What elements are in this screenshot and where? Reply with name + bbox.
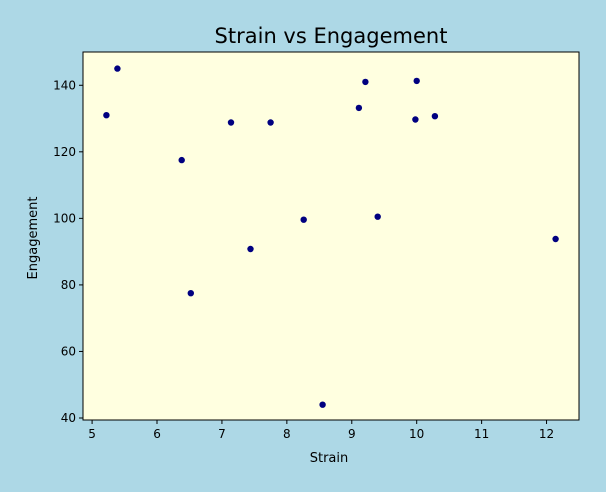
y-tick-label-1: 60 [61,344,76,358]
x-tick-label-1: 6 [153,427,161,441]
data-point-0 [103,112,110,119]
data-point-13 [413,77,420,85]
data-point-4 [227,119,235,126]
y-tick-label-3: 100 [53,211,76,225]
data-point-5 [247,245,254,253]
x-tick-label-7: 12 [539,427,554,441]
plot-frame [82,51,580,421]
y-tick-label-4: 120 [53,145,76,159]
x-tick-label-2: 7 [218,427,226,441]
chart-title: Strain vs Engagement [215,24,448,48]
y-tick-label-2: 80 [61,278,76,292]
data-point-1 [114,65,121,72]
plot-area [83,52,579,420]
x-axis-ticks: 5 6 7 8 9 10 11 12 [88,420,554,441]
data-point-12 [412,116,419,123]
data-point-8 [319,401,326,408]
data-point-15 [552,235,559,243]
data-point-9 [355,104,363,112]
y-tick-label-5: 140 [53,78,76,92]
x-tick-label-0: 5 [88,427,96,441]
data-point-11 [374,213,381,220]
x-tick-label-6: 11 [474,427,489,441]
data-point-6 [267,119,274,126]
y-axis-label: Engagement [26,197,41,280]
y-tick-label-0: 40 [61,411,76,425]
data-points [103,65,559,408]
y-axis-ticks: 40 60 80 100 120 140 [53,78,83,425]
data-point-14 [431,113,439,120]
data-point-10 [362,78,369,86]
data-point-3 [187,290,194,297]
data-point-2 [178,156,185,164]
x-tick-label-4: 9 [348,427,356,441]
x-tick-label-3: 8 [283,427,291,441]
x-axis-label: Strain [310,451,349,466]
data-point-7 [300,216,307,223]
x-tick-label-5: 10 [409,427,424,441]
